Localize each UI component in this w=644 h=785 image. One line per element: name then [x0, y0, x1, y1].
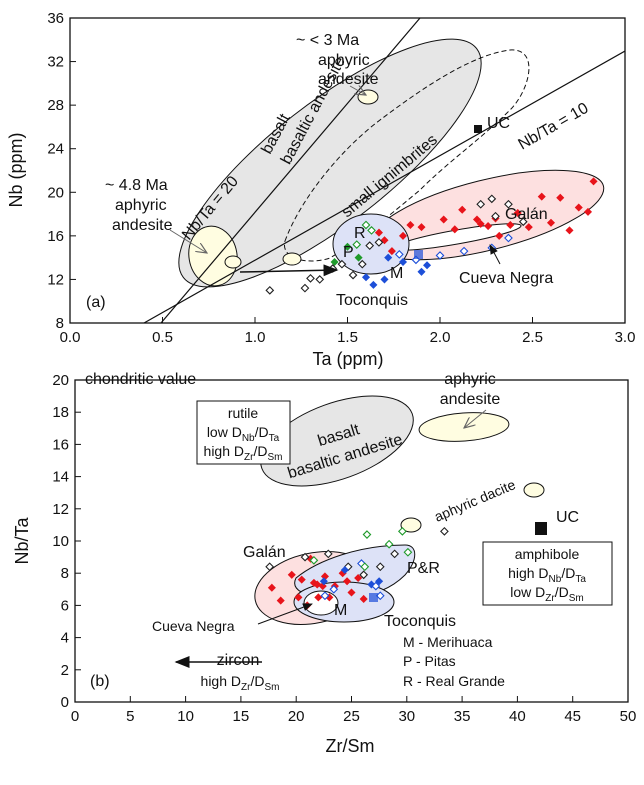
- label-p-a: P: [343, 244, 354, 261]
- x-tick-label: 50: [620, 708, 637, 725]
- y-tick-label: 18: [52, 404, 69, 421]
- label-m-b: M: [334, 602, 347, 619]
- x-tick-label: 5: [126, 708, 134, 725]
- label-pr-b: P&R: [407, 560, 440, 577]
- field-small-4: [283, 253, 301, 265]
- x-tick-label: 0: [71, 708, 79, 725]
- x-tick-label: 30: [398, 708, 415, 725]
- y-tick-label: 32: [47, 54, 64, 71]
- point-a-2-5: [423, 262, 430, 269]
- y-tick-label: 20: [52, 372, 69, 389]
- y-tick-label: 4: [61, 630, 69, 647]
- x-tick-label: 1.5: [337, 329, 358, 346]
- y-tick-label: 14: [52, 469, 69, 486]
- legend-merihuaca: M - Merihuaca: [403, 634, 493, 650]
- uc-square-b: [369, 593, 378, 602]
- field-small-3: [225, 256, 241, 268]
- point-a-2-0: [362, 274, 369, 281]
- y-tick-label: 36: [47, 10, 64, 27]
- y-tick-label: 12: [47, 271, 64, 288]
- x-tick-label: 3.0: [615, 329, 636, 346]
- uc-point-b: [535, 522, 547, 535]
- label-r-a: R: [354, 225, 366, 242]
- x-tick-label: 25: [343, 708, 360, 725]
- field-cueva-negra-b: [304, 591, 338, 615]
- label-toconquis-a: Toconquis: [336, 292, 408, 309]
- zircon-title: zircon: [217, 652, 260, 669]
- y-tick-label: 16: [52, 436, 69, 453]
- point-a-2-1: [370, 281, 377, 288]
- annotation-48ma-line2: aphyric: [115, 197, 167, 214]
- annotation-48ma-line3: andesite: [112, 217, 173, 234]
- y-tick-label: 8: [61, 565, 69, 582]
- y-tick-label: 6: [61, 597, 69, 614]
- label-aphyric-dacite: aphyric dacite: [432, 476, 518, 525]
- label-galan-a: Galán: [505, 206, 548, 223]
- panel-b: chondritic value rutile low DNb/DTa high…: [12, 371, 636, 756]
- label-ref-10: Nb/Ta = 10: [516, 100, 592, 154]
- point-b-4-0: [363, 531, 370, 538]
- point-a-6-6: [349, 271, 356, 278]
- legend-pitas: P - Pitas: [403, 653, 456, 669]
- label-cueva-negra-a: Cueva Negra: [459, 270, 553, 287]
- panel-label-b: (b): [90, 673, 110, 690]
- x-tick-label: 40: [509, 708, 526, 725]
- point-a-6-3: [316, 276, 323, 283]
- legend-real-grande: R - Real Grande: [403, 673, 505, 689]
- annotation-3ma-line1: ~ < 3 Ma: [296, 32, 359, 49]
- x-axis-label-b: Zr/Sm: [326, 736, 375, 756]
- point-a-5-0: [331, 258, 338, 265]
- x-tick-label: 35: [454, 708, 471, 725]
- label-m-a: M: [390, 265, 403, 282]
- x-tick-label: 15: [233, 708, 250, 725]
- y-tick-label: 12: [52, 501, 69, 518]
- label-aphyric-b-2: andesite: [440, 391, 501, 408]
- y-axis-label-b: Nb/Ta: [12, 517, 32, 565]
- x-tick-label: 45: [564, 708, 581, 725]
- panel-a: ~ < 3 Ma aphyric andesite ~ 4.8 Ma aphyr…: [6, 1, 635, 369]
- y-tick-label: 28: [47, 97, 64, 114]
- point-a-6-0: [266, 287, 273, 294]
- x-tick-label: 1.0: [245, 329, 266, 346]
- amphibole-title: amphibole: [515, 546, 580, 562]
- rutile-title: rutile: [228, 405, 259, 421]
- zircon-line: high DZr/DSm: [201, 673, 280, 693]
- label-cueva-negra-b: Cueva Negra: [152, 618, 235, 634]
- y-tick-label: 16: [47, 228, 64, 245]
- y-tick-label: 20: [47, 184, 64, 201]
- x-tick-label: 2.5: [522, 329, 543, 346]
- uc-point-a: [474, 125, 482, 133]
- point-a-6-4: [329, 265, 336, 272]
- y-tick-label: 24: [47, 141, 64, 158]
- x-tick-label: 2.0: [430, 329, 451, 346]
- field-aphyric-dacite-2: [524, 483, 544, 497]
- label-uc-a: UC: [487, 115, 510, 132]
- x-axis-label-a: Ta (ppm): [312, 349, 383, 369]
- point-a-2-4: [418, 268, 425, 275]
- panel-label-a: (a): [86, 294, 106, 311]
- label-toconquis-b: Toconquis: [384, 613, 456, 630]
- x-tick-label: 20: [288, 708, 305, 725]
- label-chondritic: chondritic value: [85, 371, 196, 388]
- y-tick-label: 8: [56, 315, 64, 332]
- y-tick-label: 2: [61, 662, 69, 679]
- y-axis-label-a: Nb (ppm): [6, 132, 26, 207]
- point-a-6-2: [307, 275, 314, 282]
- x-tick-label: 0.5: [152, 329, 173, 346]
- x-tick-label: 10: [177, 708, 194, 725]
- point-a-6-1: [301, 285, 308, 292]
- label-aphyric-b-1: aphyric: [444, 371, 496, 388]
- field-aphyric-andesite-b: [418, 410, 510, 444]
- y-tick-label: 0: [61, 694, 69, 711]
- annotation-48ma-line1: ~ 4.8 Ma: [105, 177, 168, 194]
- point-a-0-19: [566, 227, 573, 234]
- point-b-5-0: [441, 528, 448, 535]
- point-a-2-2: [381, 276, 388, 283]
- label-uc-b: UC: [556, 509, 579, 526]
- label-galan-b: Galán: [243, 544, 286, 561]
- y-tick-label: 10: [52, 533, 69, 550]
- uc-square-a: [414, 250, 423, 259]
